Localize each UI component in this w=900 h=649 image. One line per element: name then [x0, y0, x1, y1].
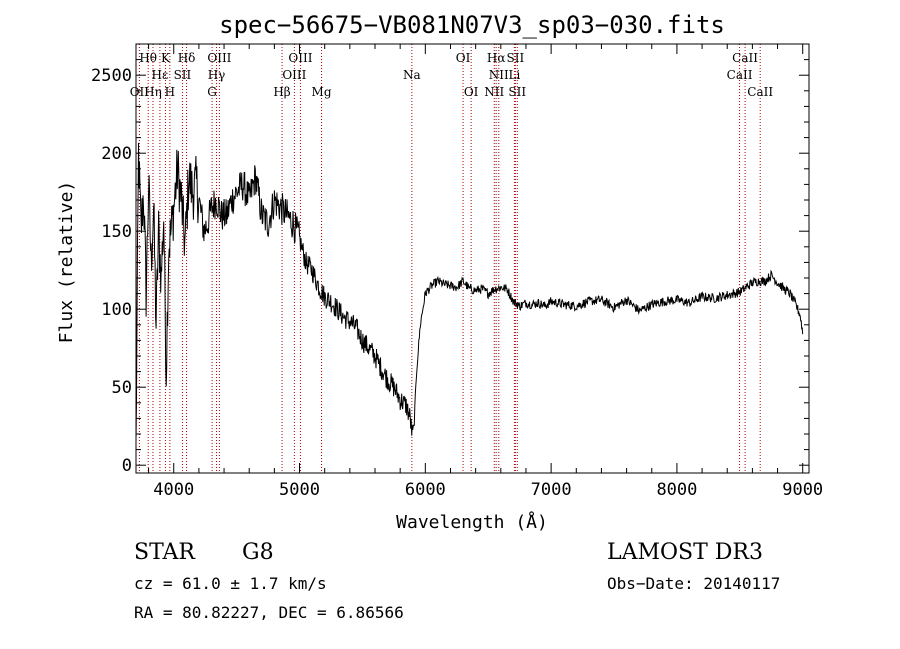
- line-marker-label: G: [207, 85, 217, 99]
- x-tick-label: 4000: [153, 480, 194, 500]
- object-subclass: G8: [242, 540, 274, 565]
- line-marker-label: Hα: [487, 51, 506, 65]
- line-marker-label: SII: [507, 51, 525, 65]
- line-marker-label: Hη: [144, 85, 162, 99]
- line-marker-label: OIII: [288, 51, 312, 65]
- line-marker-label: CaII: [747, 85, 773, 99]
- line-marker-label: K: [161, 51, 171, 65]
- y-tick-label: 200: [101, 144, 132, 164]
- y-tick-label: 2500: [91, 66, 132, 86]
- survey-name: LAMOST DR3: [607, 540, 763, 565]
- line-marker-label: H: [165, 85, 175, 99]
- y-tick-label: 150: [101, 222, 132, 242]
- tick-labels: 4000 5000 6000 7000 8000 9000 0 50 100 150 200 2500: [91, 66, 823, 500]
- plot-frame: [135, 43, 810, 474]
- coordinates: RA = 80.82227, DEC = 6.86566: [134, 603, 404, 622]
- object-class: STAR: [134, 540, 195, 565]
- x-tick-label: 6000: [405, 480, 446, 500]
- line-marker-label: CaII: [732, 51, 758, 65]
- plot-axes: [135, 43, 810, 474]
- line-marker-label: OIII: [207, 51, 231, 65]
- chart-title: spec−56675−VB081N07V3_sp03−030.fits: [219, 11, 725, 39]
- x-tick-label: 7000: [531, 480, 572, 500]
- line-marker-label: Na: [403, 68, 421, 82]
- y-tick-label: 50: [112, 378, 132, 398]
- spectrum-flux-line: [135, 142, 804, 441]
- line-marker-label: Hγ: [208, 68, 226, 82]
- line-marker-label: SII: [508, 85, 526, 99]
- x-tick-label: 5000: [279, 480, 320, 500]
- line-marker-label: SII: [174, 68, 192, 82]
- line-marker-label: Hθ: [139, 51, 157, 65]
- line-marker-label: OI: [456, 51, 471, 65]
- line-marker-label: OI: [464, 85, 479, 99]
- x-tick-label: 9000: [782, 480, 823, 500]
- line-marker-label: Li: [508, 68, 520, 82]
- line-marker-label: Hε: [152, 68, 169, 82]
- line-marker-label: CaII: [727, 68, 753, 82]
- y-axis-label: Flux (relative): [56, 181, 77, 344]
- line-marker-label: OIII: [282, 68, 306, 82]
- y-tick-label: 0: [122, 456, 132, 476]
- line-marker-label: Hβ: [273, 85, 290, 99]
- line-marker-label: OII: [130, 85, 150, 99]
- redshift-cz: cz = 61.0 ± 1.7 km/s: [134, 574, 327, 593]
- line-marker-label: Hδ: [178, 51, 196, 65]
- x-tick-label: 8000: [656, 480, 697, 500]
- line-marker-label: NII: [484, 85, 504, 99]
- observation-date: Obs−Date: 20140117: [607, 574, 781, 593]
- emission-line-markers: [138, 44, 761, 473]
- line-marker-label: NII: [489, 68, 509, 82]
- x-axis-label: Wavelength (Å): [396, 511, 548, 533]
- y-tick-label: 100: [101, 300, 132, 320]
- line-marker-label: Mg: [312, 85, 332, 99]
